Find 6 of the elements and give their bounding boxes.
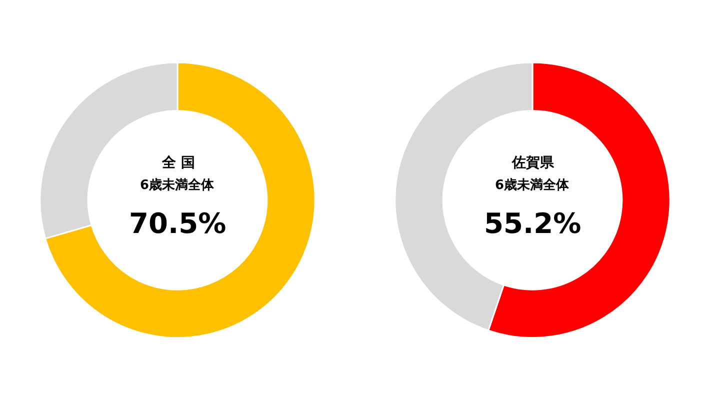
text: 6歳未満全体 xyxy=(495,178,570,193)
text: 6歳未満全体 xyxy=(140,178,216,193)
text: 全 国 xyxy=(161,155,195,171)
text: 佐賀県 xyxy=(511,155,555,171)
text: 70.5% xyxy=(129,207,226,240)
text: 55.2% xyxy=(484,207,582,240)
